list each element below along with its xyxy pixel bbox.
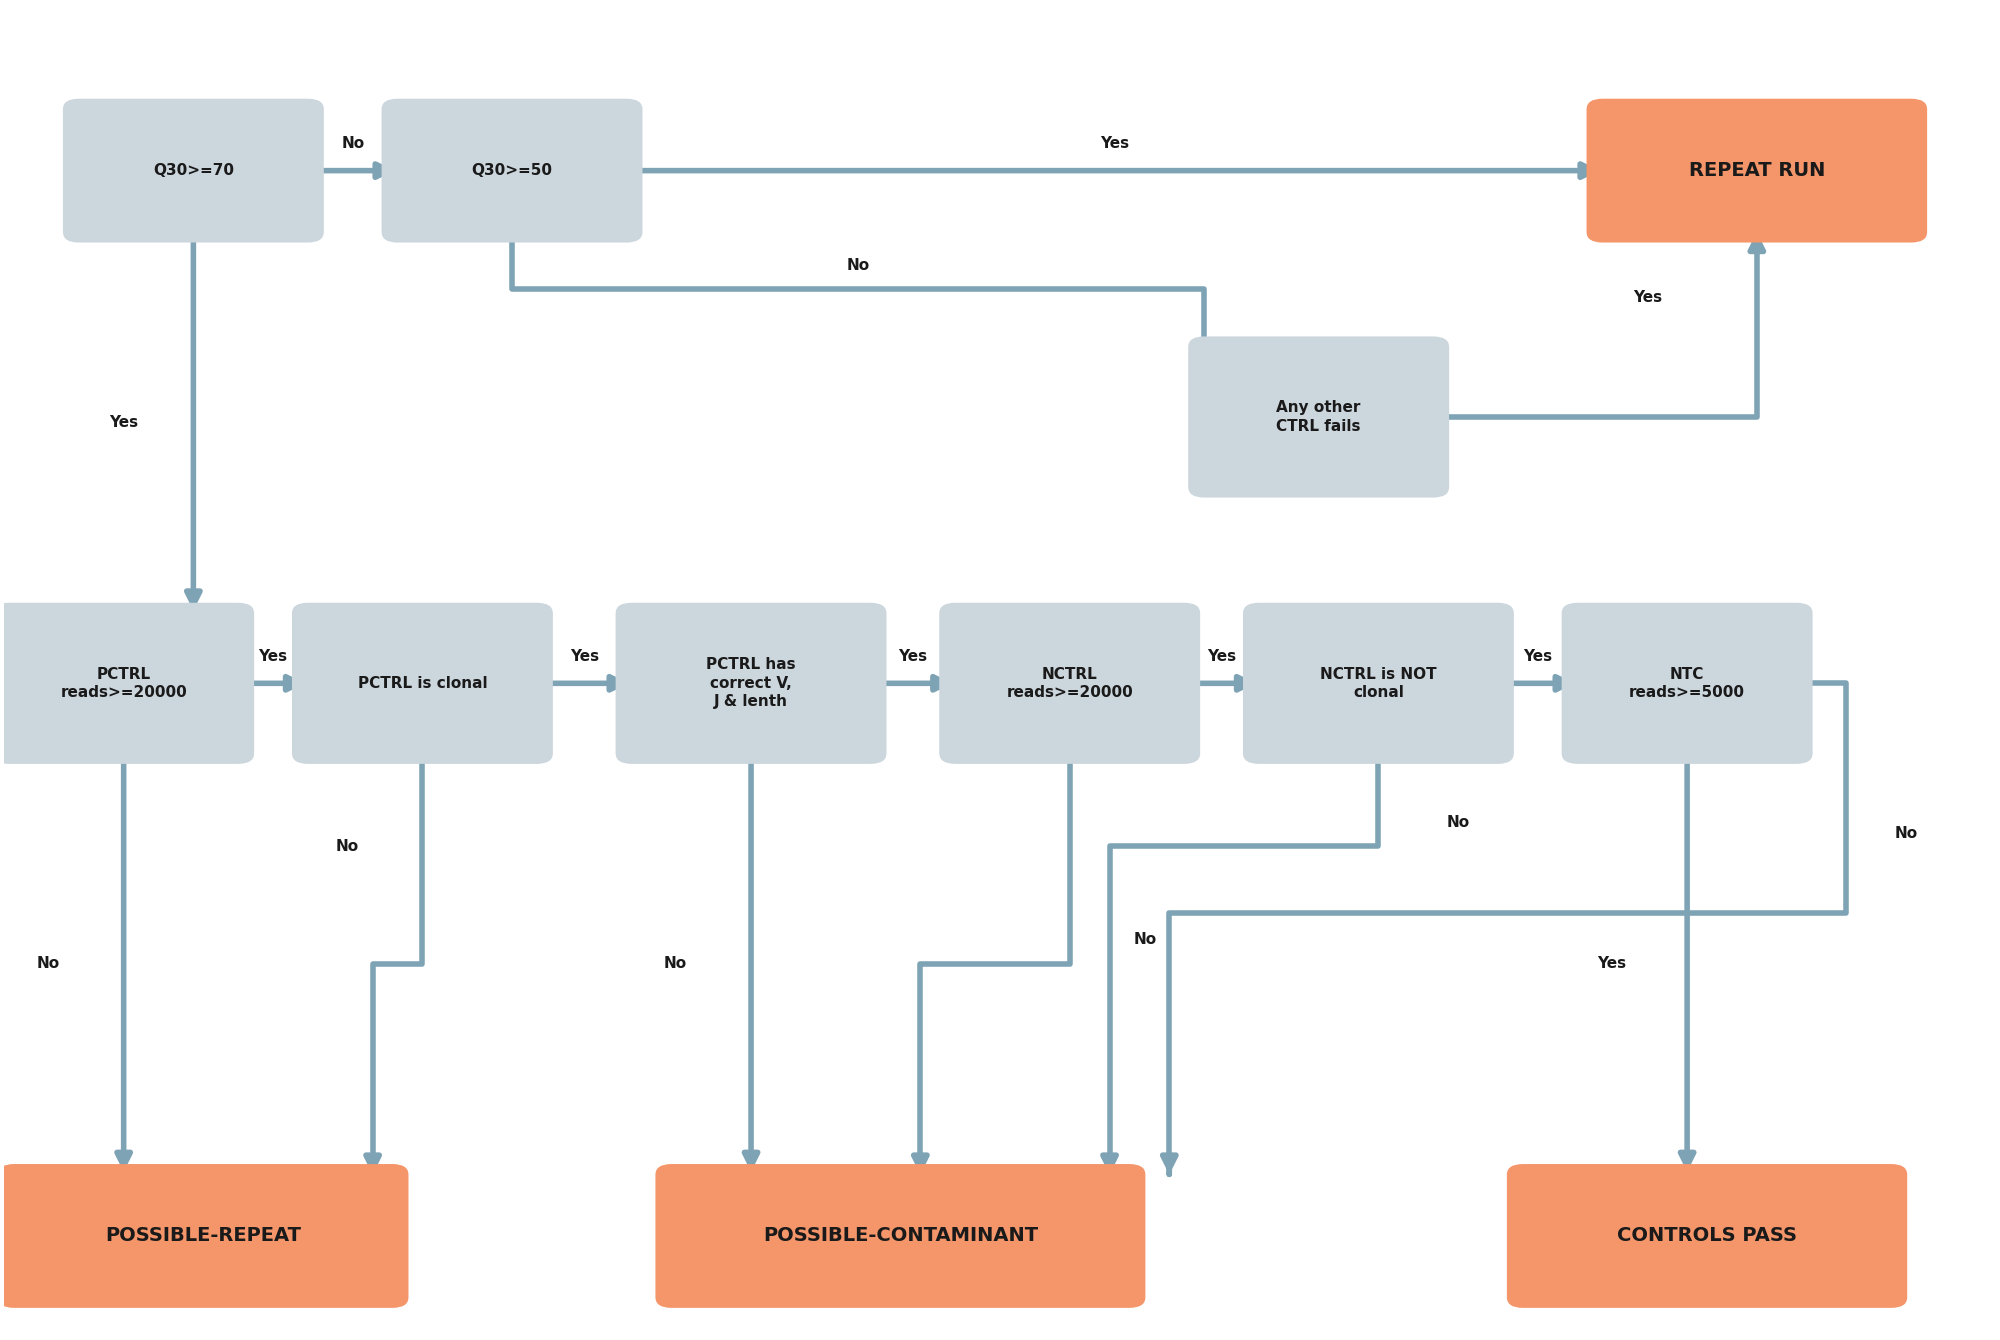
- FancyBboxPatch shape: [0, 1164, 408, 1308]
- FancyBboxPatch shape: [292, 603, 552, 764]
- FancyBboxPatch shape: [1562, 603, 1812, 764]
- Text: No: No: [1446, 815, 1470, 829]
- Text: No: No: [336, 839, 358, 854]
- Text: NTC
reads>=5000: NTC reads>=5000: [1630, 666, 1746, 699]
- Text: Yes: Yes: [1208, 649, 1236, 665]
- Text: Q30>=50: Q30>=50: [472, 163, 552, 178]
- FancyBboxPatch shape: [0, 603, 254, 764]
- Text: NCTRL
reads>=20000: NCTRL reads>=20000: [1006, 666, 1134, 699]
- Text: NCTRL is NOT
clonal: NCTRL is NOT clonal: [1320, 666, 1436, 699]
- Text: No: No: [846, 259, 870, 273]
- Text: Yes: Yes: [898, 649, 928, 665]
- Text: CONTROLS PASS: CONTROLS PASS: [1618, 1226, 1798, 1245]
- Text: Yes: Yes: [570, 649, 598, 665]
- FancyBboxPatch shape: [382, 99, 642, 243]
- Text: No: No: [342, 137, 364, 151]
- Text: Yes: Yes: [1632, 291, 1662, 306]
- Text: No: No: [36, 957, 60, 972]
- FancyBboxPatch shape: [1242, 603, 1514, 764]
- Text: POSSIBLE-REPEAT: POSSIBLE-REPEAT: [106, 1226, 302, 1245]
- Text: No: No: [1134, 933, 1156, 947]
- FancyBboxPatch shape: [656, 1164, 1146, 1308]
- FancyBboxPatch shape: [1506, 1164, 1908, 1308]
- Text: Any other
CTRL fails: Any other CTRL fails: [1276, 401, 1360, 434]
- Text: PCTRL
reads>=20000: PCTRL reads>=20000: [60, 666, 188, 699]
- FancyBboxPatch shape: [616, 603, 886, 764]
- FancyBboxPatch shape: [1188, 336, 1450, 497]
- Text: PCTRL is clonal: PCTRL is clonal: [358, 675, 488, 691]
- Text: Yes: Yes: [1100, 137, 1130, 151]
- Text: REPEAT RUN: REPEAT RUN: [1688, 161, 1826, 180]
- Text: PCTRL has
correct V,
J & lenth: PCTRL has correct V, J & lenth: [706, 657, 796, 709]
- FancyBboxPatch shape: [940, 603, 1200, 764]
- Text: Yes: Yes: [1596, 957, 1626, 972]
- FancyBboxPatch shape: [62, 99, 324, 243]
- Text: No: No: [1894, 825, 1918, 840]
- Text: No: No: [664, 957, 686, 972]
- Text: Yes: Yes: [258, 649, 288, 665]
- Text: Q30>=70: Q30>=70: [152, 163, 234, 178]
- Text: Yes: Yes: [1524, 649, 1552, 665]
- Text: POSSIBLE-CONTAMINANT: POSSIBLE-CONTAMINANT: [762, 1226, 1038, 1245]
- FancyBboxPatch shape: [1586, 99, 1928, 243]
- Text: Yes: Yes: [110, 415, 138, 430]
